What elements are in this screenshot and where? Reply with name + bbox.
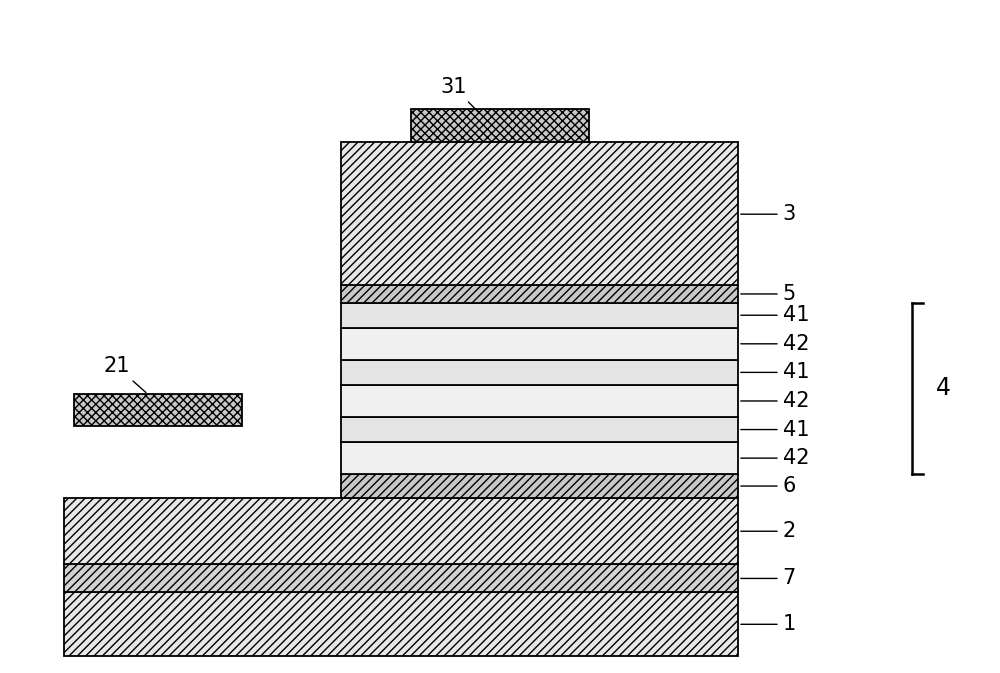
Text: 42: 42 — [741, 448, 809, 468]
Text: 7: 7 — [741, 569, 796, 588]
Text: 42: 42 — [741, 334, 809, 354]
Text: 2: 2 — [741, 522, 796, 541]
Bar — [341, 328, 738, 360]
Bar — [341, 360, 738, 385]
Bar — [341, 285, 738, 303]
Bar — [341, 303, 738, 328]
Bar — [341, 385, 738, 417]
Bar — [341, 417, 738, 442]
Bar — [64, 565, 738, 592]
Bar — [341, 442, 738, 474]
Text: 21: 21 — [103, 357, 146, 392]
Bar — [341, 474, 738, 498]
Text: 6: 6 — [741, 476, 796, 496]
Text: 41: 41 — [741, 362, 809, 382]
Text: 3: 3 — [741, 204, 796, 224]
Bar — [74, 394, 242, 426]
Text: 41: 41 — [741, 306, 809, 325]
Bar — [411, 109, 589, 143]
Text: 4: 4 — [936, 376, 951, 400]
Text: 41: 41 — [741, 419, 809, 439]
Bar — [64, 498, 738, 565]
Text: 5: 5 — [741, 284, 796, 304]
Text: 1: 1 — [741, 614, 796, 634]
Text: 42: 42 — [741, 391, 809, 411]
Bar — [64, 592, 738, 656]
Bar — [341, 143, 738, 285]
Text: 31: 31 — [441, 77, 478, 112]
